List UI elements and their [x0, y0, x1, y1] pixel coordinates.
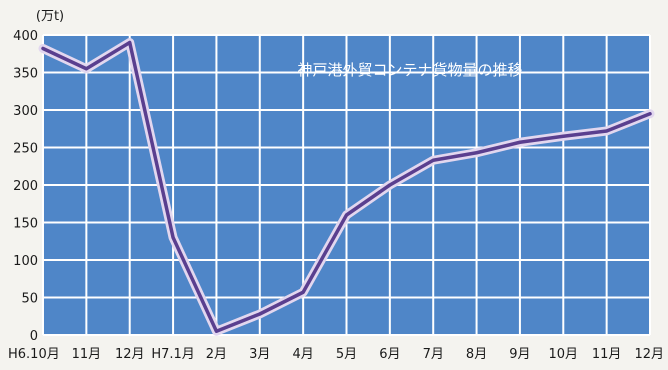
- y-tick-label: 100: [13, 254, 38, 269]
- data-point: [258, 312, 262, 316]
- x-tick-label: 4月: [293, 347, 314, 362]
- y-tick-label: 350: [13, 67, 38, 82]
- x-tick-label: 5月: [336, 347, 357, 362]
- y-tick-label: 300: [13, 104, 38, 119]
- series-layer: [38, 38, 655, 336]
- x-tick-label: 12月: [115, 347, 145, 362]
- x-tick-label: 8月: [466, 347, 487, 362]
- x-tick-labels: H6.10月 11月 12月 H7.1月 2月 3月 4月 5月 6月 7月 8月 9月 10月 11月 1…: [8, 347, 664, 362]
- y-tick-label: 50: [21, 292, 38, 307]
- data-point: [518, 140, 522, 144]
- data-point: [605, 129, 609, 133]
- x-tick-label: 9月: [509, 347, 530, 362]
- grid: [42, 34, 651, 336]
- data-point: [301, 290, 305, 294]
- data-point: [41, 47, 45, 50]
- data-point: [84, 67, 88, 71]
- data-point: [128, 41, 132, 44]
- data-point: [561, 134, 565, 138]
- x-tick-label: 7月: [423, 347, 444, 362]
- data-point: [171, 236, 175, 239]
- x-tick-label: 6月: [379, 347, 400, 362]
- data-point: [431, 158, 435, 162]
- y-tick-label: 150: [13, 217, 38, 232]
- y-axis-unit-label: (万t): [36, 9, 64, 24]
- data-point: [475, 151, 479, 155]
- y-tick-labels: 0 50 100 150 200 250 300 350 400: [13, 29, 38, 344]
- x-tick-label: 3月: [249, 347, 270, 362]
- y-tick-label: 250: [13, 142, 38, 157]
- x-tick-label: 11月: [592, 347, 622, 362]
- x-tick-label: 12月: [634, 347, 664, 362]
- x-tick-label: 10月: [549, 347, 579, 362]
- chart-title: 神戸港外貿コンテナ貨物量の推移: [297, 61, 522, 79]
- x-tick-label: 11月: [72, 347, 102, 362]
- y-tick-label: 0: [30, 329, 38, 344]
- y-tick-label: 400: [13, 29, 38, 44]
- data-point: [214, 329, 218, 333]
- x-tick-label: H7.1月: [151, 347, 194, 362]
- x-tick-label: H6.10月: [8, 347, 60, 362]
- data-point: [388, 183, 392, 187]
- data-point: [648, 112, 652, 116]
- y-tick-label: 200: [13, 179, 38, 194]
- data-point: [345, 213, 348, 217]
- x-tick-label: 2月: [206, 347, 227, 362]
